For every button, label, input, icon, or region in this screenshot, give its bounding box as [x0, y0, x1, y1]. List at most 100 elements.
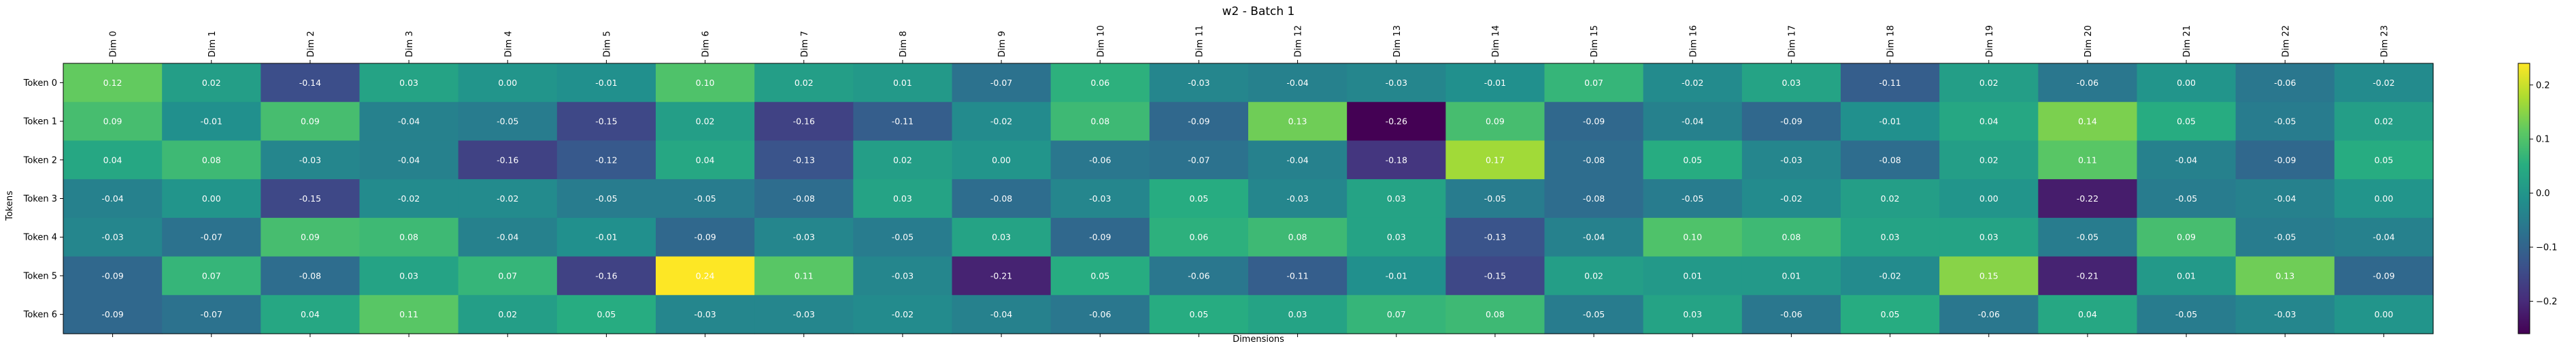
x-tick-label: Dim 5 — [602, 31, 612, 57]
cell-value-label: 0.07 — [202, 270, 221, 281]
heatmap-cell — [1050, 63, 1150, 103]
cell-value-label: -0.02 — [2373, 78, 2394, 88]
heatmap-cell — [1050, 256, 1150, 296]
cell-value-label: -0.05 — [1682, 193, 1703, 204]
cell-value-label: 0.03 — [399, 78, 418, 88]
x-tick-label: Dim 22 — [2281, 25, 2291, 57]
heatmap-cell — [1741, 140, 1841, 180]
heatmap-cell — [2235, 140, 2335, 180]
cell-value-label: 0.09 — [301, 116, 320, 127]
y-tick-label: Token 6 — [23, 310, 57, 320]
heatmap-cell — [1841, 101, 1940, 142]
cell-value-label: 0.00 — [2374, 309, 2393, 319]
heatmap-cell — [2038, 256, 2138, 296]
cell-value-label: -0.09 — [2373, 270, 2394, 281]
heatmap-cell — [952, 256, 1052, 296]
heatmap-cell — [2038, 179, 2138, 219]
heatmap-cell — [556, 256, 656, 296]
cell-value-label: -0.04 — [1286, 78, 1308, 88]
cell-value-label: -0.05 — [2274, 116, 2296, 127]
cell-value-label: -0.06 — [1780, 309, 1802, 319]
cell-value-label: -0.18 — [1386, 155, 1407, 165]
heatmap-cell — [1445, 101, 1545, 142]
cell-value-label: -0.01 — [595, 232, 617, 242]
heatmap-cell — [1544, 63, 1644, 103]
cell-value-label: -0.05 — [2077, 232, 2098, 242]
cell-value-label: 0.02 — [202, 78, 221, 88]
heatmap-cell — [2334, 101, 2434, 142]
heatmap-cell — [2038, 217, 2138, 257]
cell-value-label: -0.05 — [694, 193, 716, 204]
plot-frame — [63, 63, 2434, 334]
cell-value-label: 0.04 — [103, 155, 122, 165]
x-axis-label: Dimensions — [1233, 334, 1284, 345]
cell-value-label: -0.09 — [2274, 155, 2296, 165]
heatmap-cell — [261, 63, 361, 103]
y-tick-label: Token 5 — [23, 271, 57, 281]
heatmap-cells — [63, 63, 2434, 334]
cell-value-label: -0.08 — [1879, 155, 1901, 165]
cell-value-label: -0.09 — [694, 232, 716, 242]
heatmap-cell — [1445, 295, 1545, 334]
cell-value-label: -0.11 — [1286, 270, 1308, 281]
cell-value-label: -0.03 — [1089, 193, 1111, 204]
heatmap-cell — [1939, 179, 2039, 219]
cell-value-label: 0.11 — [794, 270, 814, 281]
heatmap-cell — [458, 179, 558, 219]
cell-value-label: -0.08 — [793, 193, 815, 204]
heatmap-cell — [952, 217, 1052, 257]
cell-value-label: -0.11 — [892, 116, 914, 127]
cell-value-label: 0.08 — [202, 155, 221, 165]
x-tick-label: Dim 21 — [2182, 25, 2192, 57]
heatmap-cell — [2334, 256, 2434, 296]
x-tick-label: Dim 1 — [207, 31, 218, 57]
cell-value-label: -0.03 — [694, 309, 716, 319]
heatmap-cell — [754, 140, 854, 180]
heatmap-cell — [1149, 295, 1249, 334]
heatmap-cell — [1741, 179, 1841, 219]
cell-value-label: -0.07 — [1188, 155, 1209, 165]
cell-value-label: -0.07 — [201, 232, 222, 242]
x-tick-label: Dim 2 — [306, 31, 316, 57]
colorbar-tick-label: −0.1 — [2536, 242, 2558, 253]
cell-value-label: 0.13 — [1288, 116, 1307, 127]
cell-value-label: -0.03 — [299, 155, 321, 165]
x-tick-label: Dim 18 — [1886, 25, 1896, 57]
heatmap-cell — [656, 256, 755, 296]
cell-value-label: -0.02 — [1879, 270, 1901, 281]
heatmap-cell — [261, 179, 361, 219]
x-tick-label: Dim 7 — [800, 31, 810, 57]
y-tick-label: Token 2 — [23, 155, 57, 165]
heatmap-cell — [63, 140, 163, 180]
heatmap-cell — [853, 295, 953, 334]
cell-value-label: -0.05 — [2274, 232, 2296, 242]
heatmap-cell — [1643, 63, 1743, 103]
cell-value-label: 0.05 — [1189, 309, 1208, 319]
heatmap-cell — [261, 295, 361, 334]
heatmap-cell — [359, 63, 459, 103]
heatmap-cell — [63, 217, 163, 257]
heatmap-cell — [1445, 63, 1545, 103]
heatmap-cell — [1841, 179, 1940, 219]
heatmap-cell — [1643, 217, 1743, 257]
cell-value-label: 0.05 — [597, 309, 616, 319]
cell-value-label: 0.00 — [992, 155, 1011, 165]
cell-value-label: 0.02 — [696, 116, 715, 127]
heatmap-cell — [1050, 295, 1150, 334]
cell-value-label: -0.05 — [892, 232, 914, 242]
cell-value-label: 0.02 — [893, 155, 912, 165]
heatmap-cell — [63, 256, 163, 296]
cell-value-label: 0.10 — [1683, 232, 1702, 242]
cell-value-label: -0.03 — [1286, 193, 1308, 204]
cell-value-label: -0.09 — [1583, 116, 1605, 127]
cell-value-label: 0.02 — [1979, 155, 1998, 165]
cell-value-label: -0.05 — [1484, 193, 1506, 204]
heatmap-cell — [1149, 217, 1249, 257]
cell-value-label: -0.15 — [299, 193, 321, 204]
cell-value-label: -0.26 — [1386, 116, 1407, 127]
cell-value-label: 0.03 — [1387, 232, 1406, 242]
cell-value-label: -0.09 — [101, 270, 123, 281]
cell-value-label: 0.07 — [1584, 78, 1603, 88]
cell-value-label: 0.03 — [1881, 232, 1900, 242]
cell-value-label: 0.00 — [2177, 78, 2196, 88]
